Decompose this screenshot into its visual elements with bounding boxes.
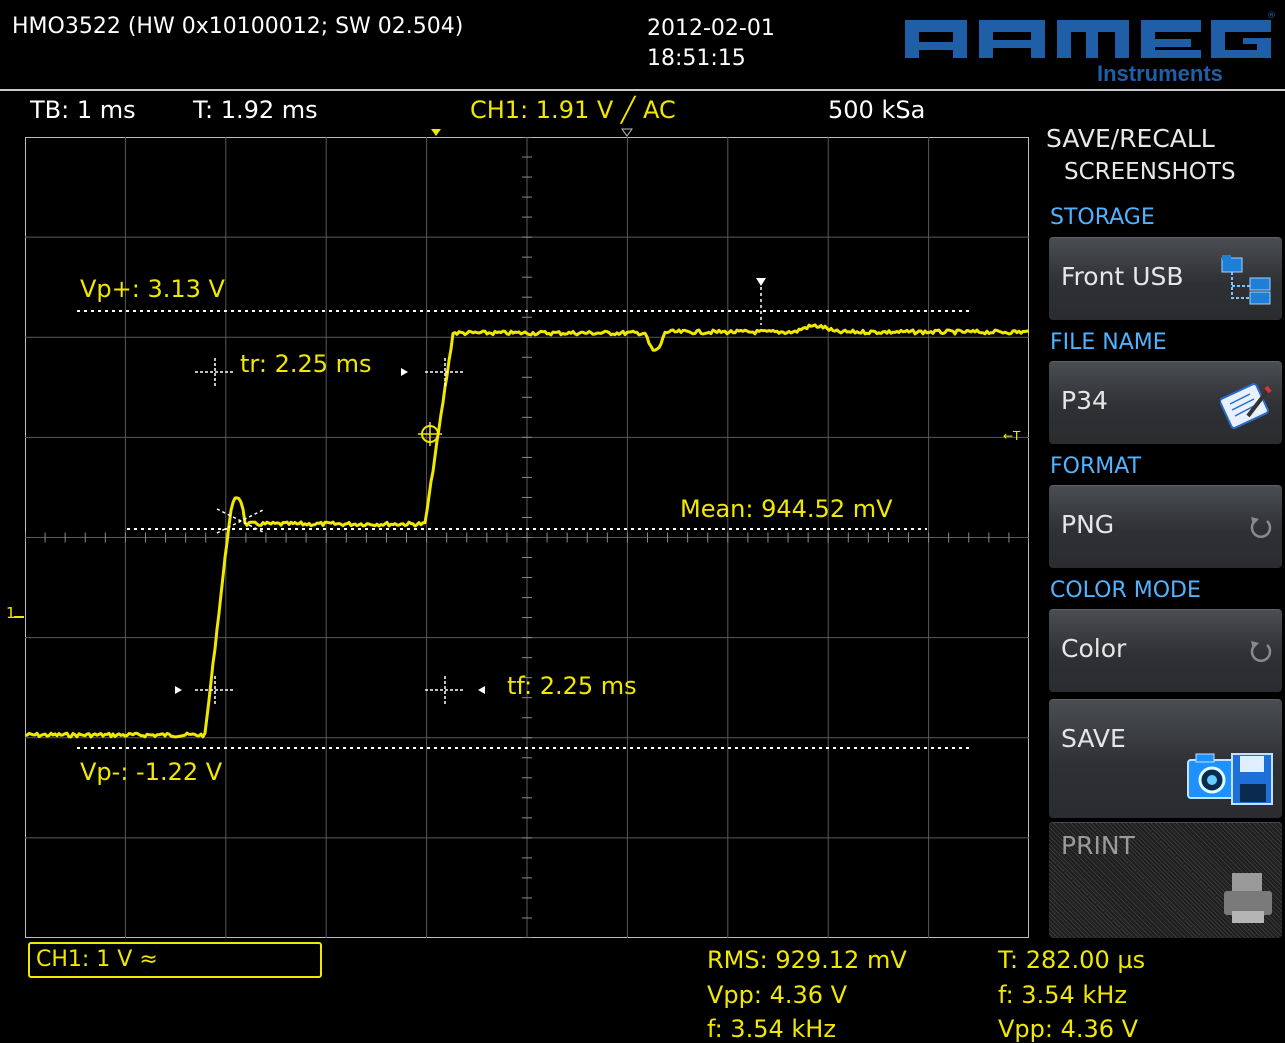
- colormode-label: COLOR MODE: [1050, 578, 1201, 603]
- storage-label: STORAGE: [1050, 205, 1155, 230]
- oscilloscope-screen[interactable]: Vp+: 3.13 V Vp-: -1.22 V tr: 2.25 ms tf:…: [25, 137, 1029, 938]
- fall-marker: [425, 676, 465, 704]
- max-peak-arrow: [756, 278, 766, 286]
- time-text: 18:51:15: [647, 46, 746, 71]
- date-time: 2012-02-01 18:51:15: [647, 14, 775, 74]
- rms-readout: RMS: 929.12 mV: [707, 946, 907, 974]
- rise-time-label: tr: 2.25 ms: [240, 350, 372, 378]
- save-label: SAVE: [1061, 724, 1126, 753]
- sample-rate-readout: 500 kSa: [828, 96, 926, 124]
- date-text: 2012-02-01: [647, 16, 775, 41]
- center-pos-marker: [621, 128, 633, 137]
- ch1-setting: CH1: 1 V ≈: [36, 947, 158, 972]
- instrument-model: HMO3522 (HW 0x10100012; SW 02.504): [12, 14, 464, 39]
- rise-low-arrow: [175, 686, 182, 694]
- colormode-value: Color: [1061, 634, 1127, 663]
- rise-start-marker: [195, 358, 235, 386]
- vpp-readout: Vpp: 4.36 V: [707, 981, 848, 1009]
- peak-marker: [216, 508, 266, 534]
- cursor-vpp-readout: Vpp: 4.36 V: [998, 1015, 1139, 1043]
- ch1-ground-marker: 1: [6, 604, 16, 622]
- mean-label: Mean: 944.52 mV: [680, 495, 893, 523]
- timebase-readout: TB: 1 ms: [30, 96, 136, 124]
- fall-time-label: tf: 2.25 ms: [507, 672, 637, 700]
- print-softkey[interactable]: PRINT: [1049, 822, 1282, 938]
- filename-softkey[interactable]: P34: [1049, 361, 1282, 444]
- header-divider: [0, 89, 1285, 91]
- measurement-markers: [175, 278, 766, 704]
- measurement-lines: [77, 310, 971, 749]
- peak-diag2: [216, 508, 266, 534]
- fall-arrow: [478, 686, 485, 694]
- vp-minus-label: Vp-: -1.22 V: [80, 758, 223, 786]
- rotate-icon: [1250, 641, 1272, 662]
- notepad-edit-icon: [1220, 383, 1272, 429]
- printer-icon: [1224, 873, 1272, 923]
- cursor-time-readout: T: 282.00 µs: [998, 946, 1146, 974]
- format-value: PNG: [1061, 510, 1115, 539]
- format-label: FORMAT: [1050, 454, 1142, 479]
- menu-title: SAVE/RECALL: [1046, 124, 1215, 153]
- rotate-icon: [1250, 517, 1272, 538]
- trigger-readout: CH1: 1.91 V ╱ AC: [470, 96, 676, 124]
- print-label: PRINT: [1061, 831, 1135, 860]
- graticule-grid: [25, 137, 1029, 938]
- trigger-time-readout: T: 1.92 ms: [193, 96, 318, 124]
- storage-softkey[interactable]: Front USB: [1049, 237, 1282, 320]
- rise-low-marker: [195, 676, 235, 704]
- cursor-freq-readout: f: 3.54 kHz: [998, 981, 1127, 1009]
- menu-subtitle: SCREENSHOTS: [1064, 159, 1236, 185]
- folder-tree-icon: [1221, 255, 1271, 305]
- ch1-ground-arrow: [14, 616, 24, 618]
- filename-label: FILE NAME: [1050, 330, 1167, 355]
- vp-plus-label: Vp+: 3.13 V: [80, 275, 226, 303]
- ch1-waveform: [25, 323, 1029, 739]
- filename-value: P34: [1061, 386, 1108, 415]
- save-softkey[interactable]: SAVE: [1049, 699, 1282, 818]
- trigger-pos-marker: [431, 129, 441, 136]
- ch1-setting-box[interactable]: CH1: 1 V ≈: [28, 942, 322, 978]
- camera-floppy-icon: [1187, 753, 1273, 805]
- svg-text:®: ®: [1267, 11, 1276, 21]
- rise-end-arrow: [401, 368, 408, 376]
- format-softkey[interactable]: PNG: [1049, 485, 1282, 568]
- colormode-softkey[interactable]: Color: [1049, 609, 1282, 692]
- hameg-logo: Instruments ®: [905, 11, 1276, 86]
- storage-value: Front USB: [1061, 262, 1184, 291]
- rise-end-marker: [425, 358, 465, 386]
- freq-readout: f: 3.54 kHz: [707, 1015, 836, 1043]
- brand-sub-text: Instruments: [1097, 61, 1223, 86]
- trigger-level-marker: ←T: [1003, 429, 1021, 443]
